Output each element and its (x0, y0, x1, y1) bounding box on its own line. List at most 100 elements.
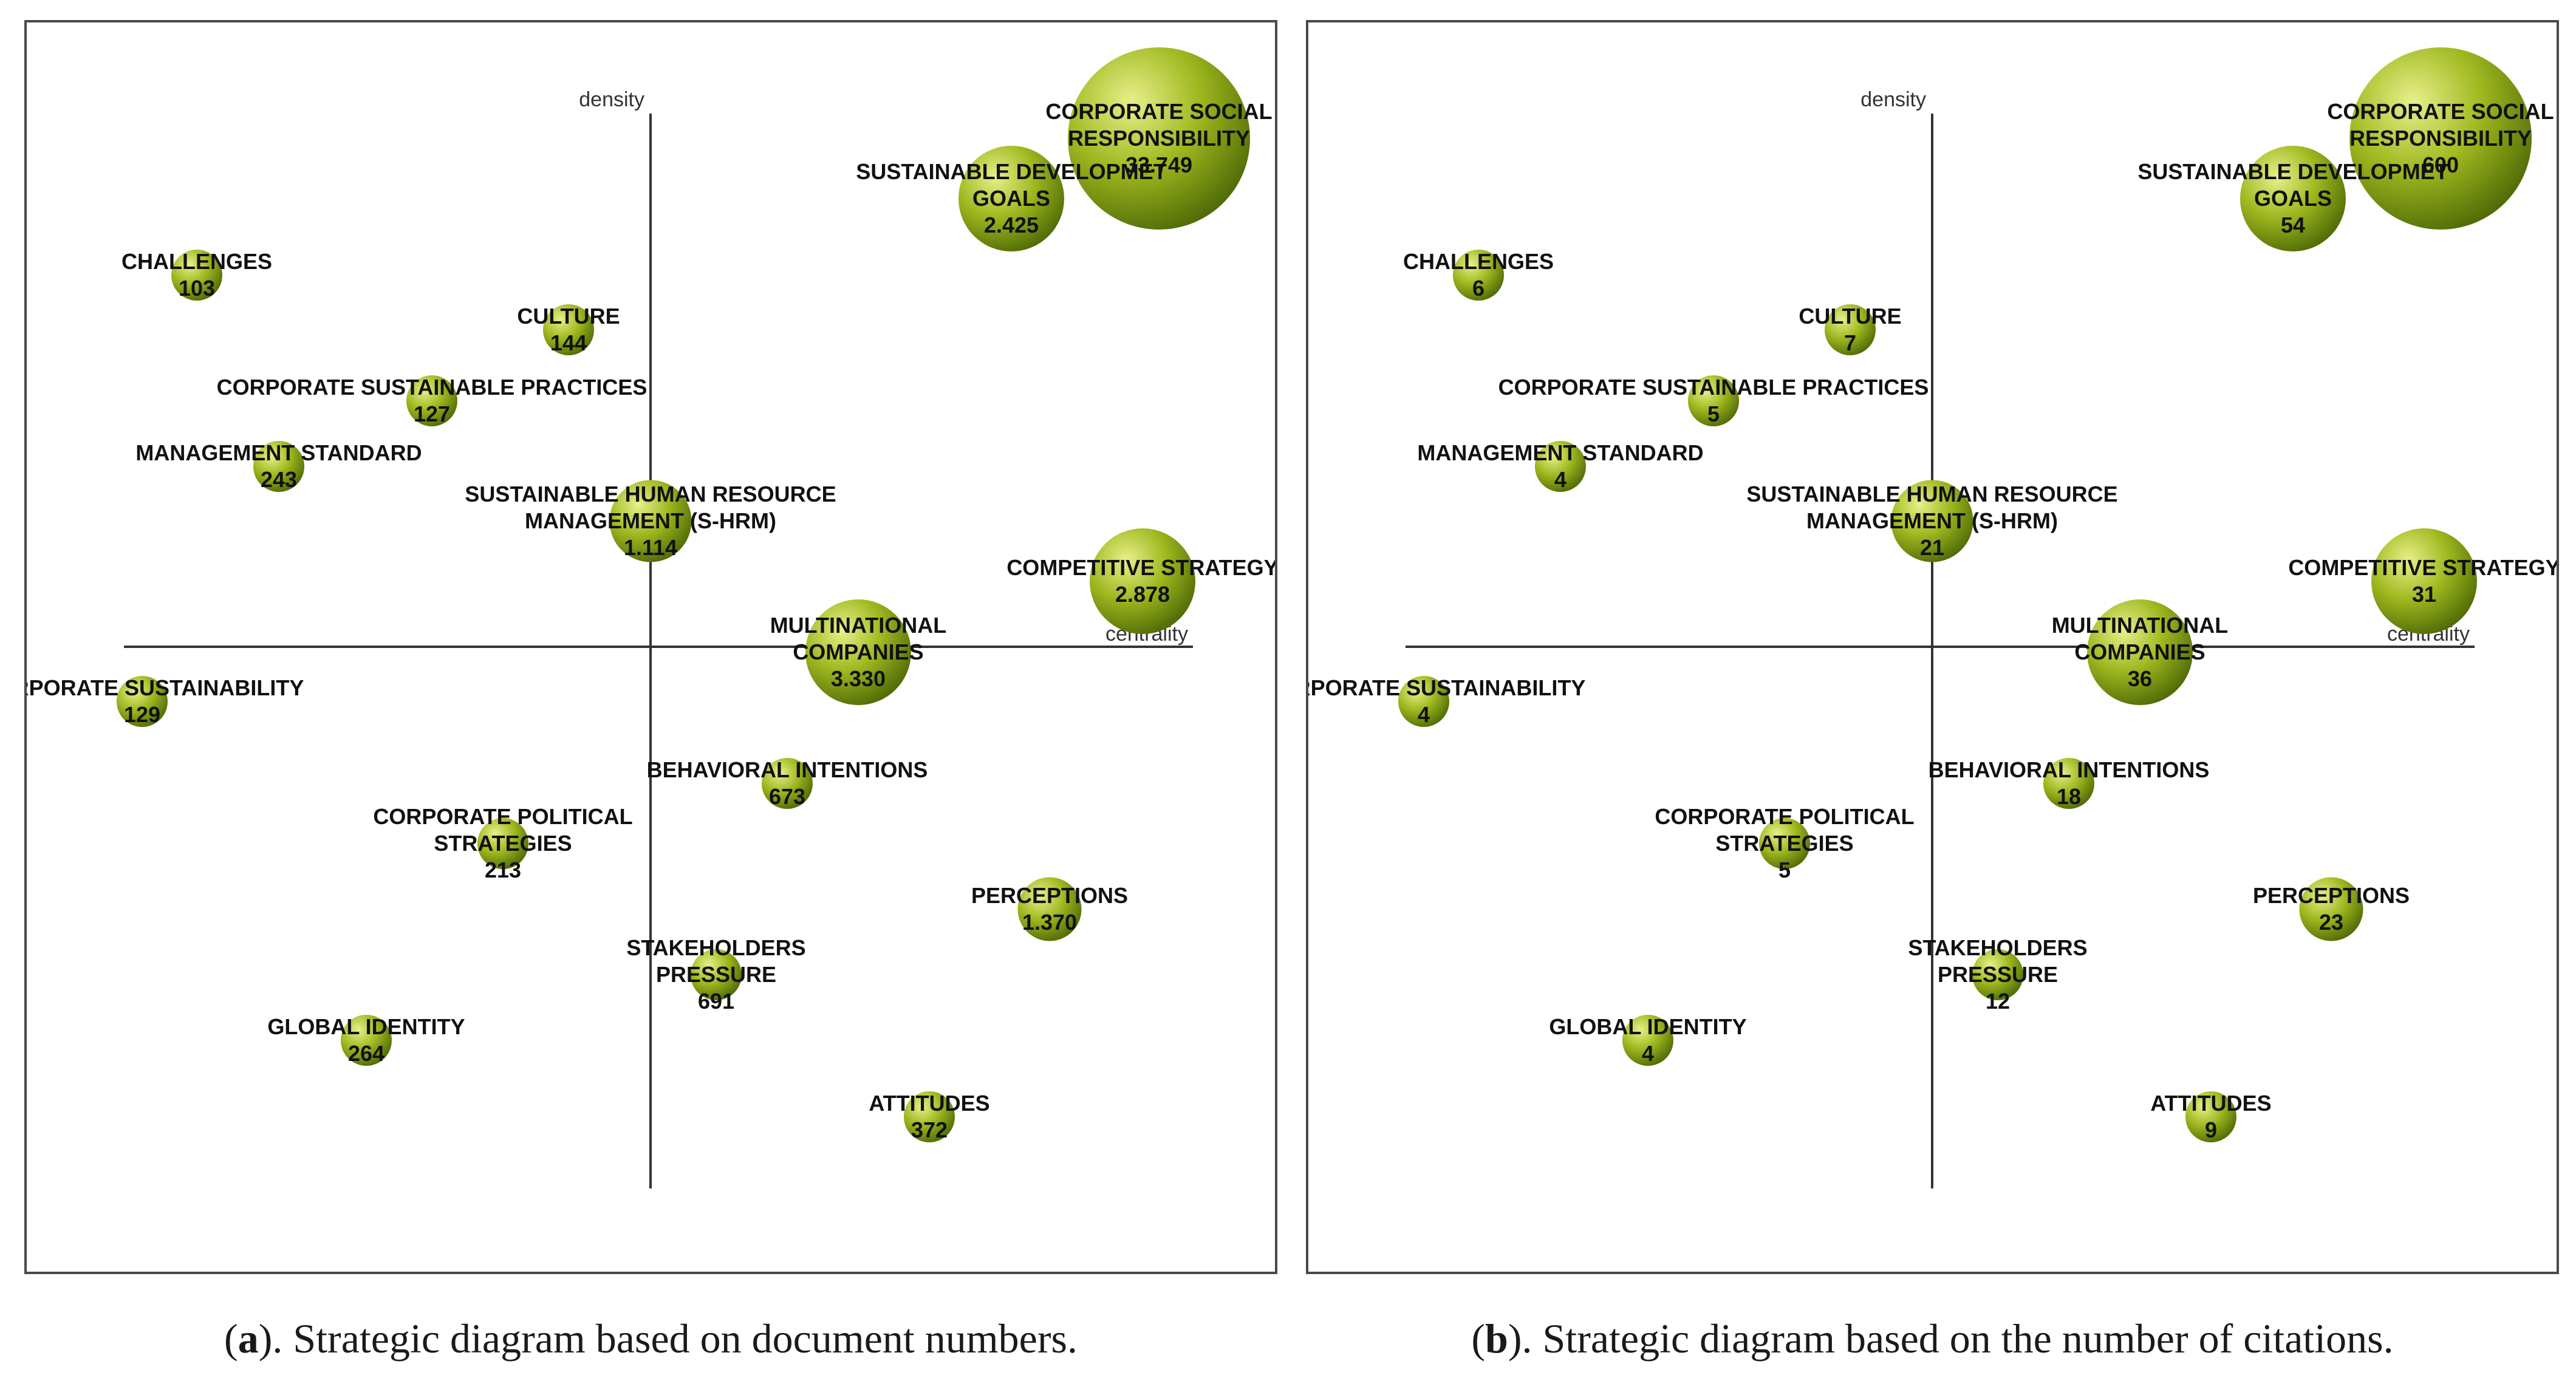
bubble-sustainable-human-resource-management-s-hrm (609, 480, 692, 562)
bubble-global-identity (1622, 1015, 1673, 1066)
value-sustainable-developmet-goals: 54 (2281, 213, 2305, 237)
bubble-multinational-companies (805, 599, 911, 705)
bubble-corporate-social-responsibility (2349, 47, 2532, 230)
value-competitive-strategy: 2.878 (1115, 582, 1170, 607)
label-sustainable-developmet-goals-line-1: SUSTAINABLE DEVELOPMET (2137, 159, 2448, 184)
label-stakeholders-pressure-line-1: STAKEHOLDERS (626, 935, 805, 960)
label-attitudes-line-1: ATTITUDES (869, 1091, 989, 1116)
bubble-competitive-strategy (2371, 528, 2477, 634)
label-corporate-political-strategies-line-1: CORPORATE POLITICAL (373, 804, 632, 829)
strategic-diagram-a: density centrality CORPORATE SOCIAL RESPONS… (24, 20, 1277, 1274)
bubble-management-standard (1535, 441, 1586, 492)
label-management-standard-line-1: MANAGEMENT STANDARD (135, 440, 422, 465)
label-corporate-political-strategies-line-2: STRATEGIES (434, 831, 572, 856)
value-management-standard: 243 (261, 467, 297, 492)
bubble-corporate-political-strategies (477, 818, 528, 869)
bubble-culture (543, 304, 594, 355)
caption-b-letter: b (1485, 1315, 1508, 1362)
label-corporate-social-responsibility-line-2: RESPONSIBILITY (1068, 126, 1250, 151)
value-multinational-companies: 36 (2128, 666, 2152, 691)
value-behavioral-intentions: 18 (2057, 784, 2081, 809)
density-axis-label: density (579, 88, 644, 111)
label-multinational-companies-line-2: COMPANIES (2074, 639, 2205, 664)
label-sustainable-human-resource-management-s-hrm-line-1: SUSTAINABLE HUMAN RESOURCE (465, 482, 836, 506)
value-culture: 7 (1844, 330, 1856, 355)
label-sustainable-human-resource-management-s-hrm-line-2: MANAGEMENT (S-HRM) (1806, 508, 2058, 533)
bubble-attitudes (904, 1091, 955, 1142)
label-culture-line-1: CULTURE (1799, 304, 1901, 329)
bubble-management-standard (253, 441, 304, 492)
bubble-attitudes (2185, 1091, 2236, 1142)
value-management-standard: 4 (1554, 467, 1566, 492)
value-corporate-sustainable-practices: 5 (1707, 401, 1720, 426)
label-global-identity-line-1: GLOBAL IDENTITY (267, 1014, 465, 1039)
value-attitudes: 9 (2205, 1117, 2217, 1142)
bubble-stakeholders-pressure (1972, 949, 2023, 1000)
label-sustainable-developmet-goals-line-2: GOALS (972, 186, 1050, 211)
label-sustainable-human-resource-management-s-hrm-line-1: SUSTAINABLE HUMAN RESOURCE (1746, 482, 2117, 506)
label-corporate-social-responsibility-line-1: CORPORATE SOCIAL (1045, 99, 1272, 124)
label-corporate-sustainable-practices-line-1: CORPORATE SUSTAINABLE PRACTICES (1498, 375, 1929, 400)
label-competitive-strategy-line-1: COMPETITIVE STRATEGY (2288, 555, 2557, 580)
bubble-challenges (1453, 250, 1504, 301)
value-corporate-sustainability: 4 (1418, 702, 1430, 727)
label-perceptions-line-1: PERCEPTIONS (971, 883, 1128, 908)
bubble-corporate-social-responsibility (1068, 47, 1250, 230)
value-global-identity: 4 (1642, 1041, 1654, 1066)
value-challenges: 103 (179, 276, 215, 301)
value-corporate-political-strategies: 5 (1778, 858, 1791, 882)
label-corporate-social-responsibility-line-2: RESPONSIBILITY (2349, 126, 2532, 151)
label-stakeholders-pressure-line-2: PRESSURE (656, 962, 776, 987)
value-multinational-companies: 3.330 (831, 666, 886, 691)
value-sustainable-human-resource-management-s-hrm: 1.114 (624, 535, 677, 560)
caption-b: (b). Strategic diagram based on the numb… (1306, 1315, 2559, 1363)
label-corporate-political-strategies-line-1: CORPORATE POLITICAL (1655, 804, 1914, 829)
bubble-sustainable-human-resource-management-s-hrm (1891, 480, 1973, 562)
label-behavioral-intentions-line-1: BEHAVIORAL INTENTIONS (1929, 757, 2210, 782)
label-culture-line-1: CULTURE (517, 304, 620, 329)
bubble-challenges (171, 250, 222, 301)
label-multinational-companies-line-1: MULTINATIONAL (770, 613, 947, 638)
label-challenges-line-1: CHALLENGES (121, 249, 272, 274)
label-stakeholders-pressure-line-1: STAKEHOLDERS (1908, 935, 2087, 960)
bubble-culture (1825, 304, 1876, 355)
bubble-stakeholders-pressure (691, 949, 742, 1000)
value-perceptions: 1.370 (1022, 910, 1077, 935)
label-sustainable-human-resource-management-s-hrm-line-2: MANAGEMENT (S-HRM) (525, 508, 776, 533)
label-corporate-political-strategies-line-2: STRATEGIES (1715, 831, 1853, 856)
bubble-sustainable-developmet-goals (958, 146, 1064, 251)
density-axis-label: density (1860, 88, 1926, 111)
value-attitudes: 372 (911, 1117, 948, 1142)
value-corporate-political-strategies: 213 (485, 858, 521, 882)
bubble-corporate-political-strategies (1759, 818, 1810, 869)
value-stakeholders-pressure: 691 (698, 989, 734, 1014)
label-multinational-companies-line-2: COMPANIES (793, 639, 923, 664)
bubble-perceptions (1017, 877, 1082, 941)
bubble-corporate-sustainable-practices (1688, 375, 1739, 426)
label-attitudes-line-1: ATTITUDES (2150, 1091, 2271, 1116)
label-corporate-sustainability-line-1: CORPORATE SUSTAINABILITY (27, 675, 304, 700)
bubble-multinational-companies (2087, 599, 2193, 705)
label-behavioral-intentions-line-1: BEHAVIORAL INTENTIONS (647, 757, 928, 782)
value-corporate-social-responsibility: 600 (2422, 152, 2459, 177)
value-corporate-social-responsibility: 33.749 (1126, 152, 1192, 177)
bubble-corporate-sustainability (117, 676, 168, 727)
label-sustainable-developmet-goals-line-2: GOALS (2254, 186, 2332, 211)
caption-a: (a). Strategic diagram based on document… (24, 1315, 1277, 1363)
label-stakeholders-pressure-line-2: PRESSURE (1938, 962, 2058, 987)
bubble-behavioral-intentions (2043, 758, 2094, 809)
bubble-global-identity (341, 1015, 392, 1066)
value-sustainable-human-resource-management-s-hrm: 21 (1920, 535, 1944, 560)
value-behavioral-intentions: 673 (769, 784, 805, 809)
label-corporate-sustainability-line-1: CORPORATE SUSTAINABILITY (1308, 675, 1585, 700)
caption-a-open: ( (224, 1315, 238, 1362)
value-corporate-sustainable-practices: 127 (414, 401, 450, 426)
value-competitive-strategy: 31 (2412, 582, 2436, 607)
label-sustainable-developmet-goals-line-1: SUSTAINABLE DEVELOPMET (856, 159, 1166, 184)
value-perceptions: 23 (2319, 910, 2343, 935)
value-corporate-sustainability: 129 (124, 702, 160, 727)
value-challenges: 6 (1472, 276, 1484, 301)
value-global-identity: 264 (348, 1041, 384, 1066)
bubble-behavioral-intentions (762, 758, 813, 809)
value-stakeholders-pressure: 12 (1986, 989, 2010, 1014)
